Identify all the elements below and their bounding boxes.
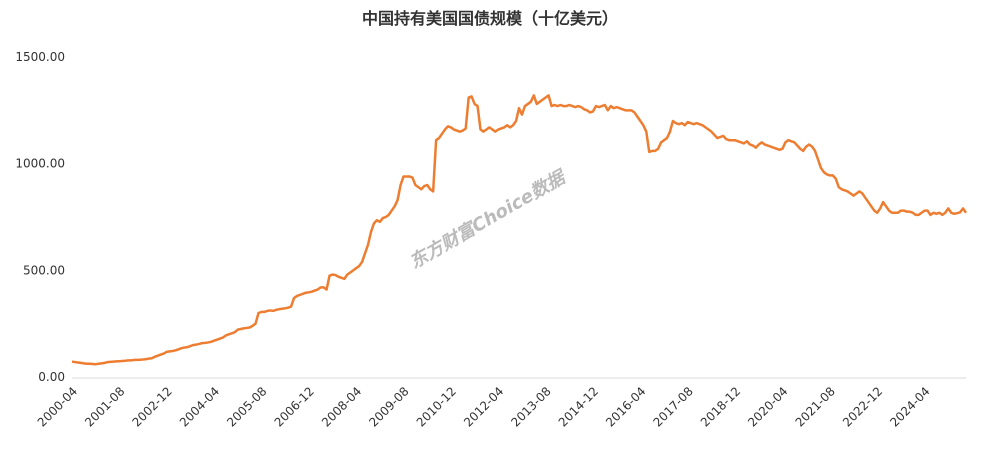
- x-tick-label: 2000-04: [35, 384, 80, 429]
- x-tick-label: 2020-04: [745, 384, 790, 429]
- x-tick-label: 2013-08: [508, 384, 553, 429]
- x-tick-label: 2012-04: [461, 384, 506, 429]
- x-tick-label: 2009-08: [366, 384, 411, 429]
- x-tick-label: 2008-04: [319, 384, 364, 429]
- x-tick-label: 2018-12: [698, 384, 743, 429]
- x-tick-label: 2010-12: [414, 384, 459, 429]
- y-tick-label: 1500.00: [15, 50, 65, 64]
- watermark: 东方财富Choice数据: [406, 166, 571, 273]
- x-tick-label: 2014-12: [556, 384, 601, 429]
- x-tick-label: 2016-04: [603, 384, 648, 429]
- x-tick-label: 2024-04: [887, 384, 932, 429]
- x-tick-label: 2004-04: [177, 384, 222, 429]
- y-tick-label: 1000.00: [15, 157, 65, 171]
- y-tick-label: 500.00: [23, 263, 65, 277]
- x-tick-label: 2005-08: [224, 384, 269, 429]
- x-tick-label: 2006-12: [272, 384, 317, 429]
- x-tick-label: 2002-12: [129, 384, 174, 429]
- x-tick-label: 2022-12: [840, 384, 885, 429]
- chart-title: 中国持有美国国债规模（十亿美元）: [362, 9, 618, 28]
- x-tick-label: 2017-08: [651, 384, 696, 429]
- line-series: [71, 94, 968, 366]
- x-tick-label: 2001-08: [82, 384, 127, 429]
- x-tick-label: 2021-08: [793, 384, 838, 429]
- y-tick-label: 0.00: [38, 370, 65, 384]
